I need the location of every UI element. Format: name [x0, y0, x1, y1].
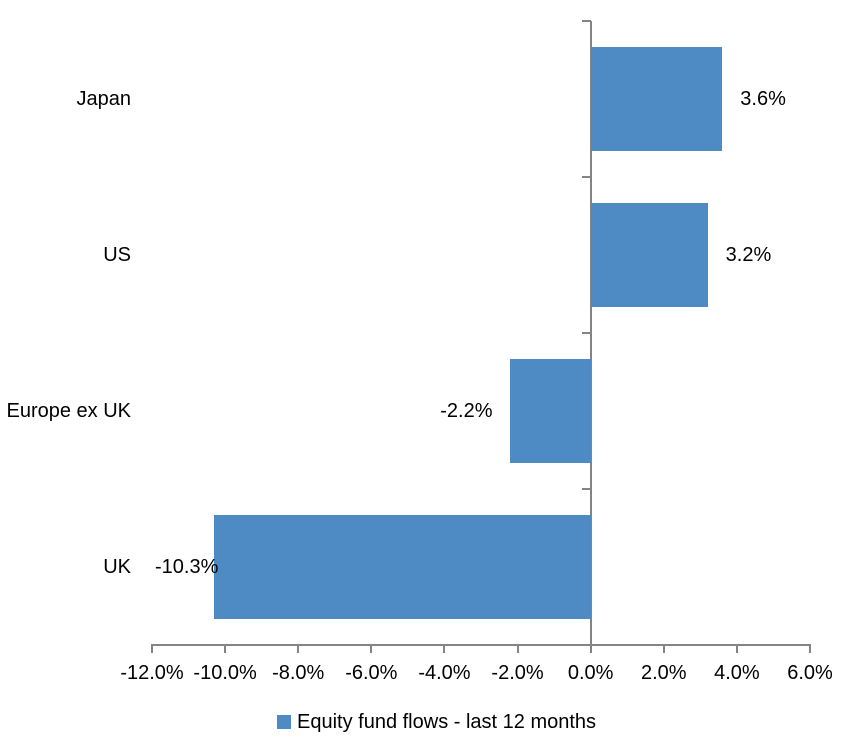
category-axis-tick: [581, 332, 591, 334]
x-tick-label: 4.0%: [714, 662, 760, 684]
bar-data-label: 3.6%: [740, 88, 786, 110]
x-tick-label: -6.0%: [345, 662, 398, 684]
x-axis-tick: [297, 645, 300, 653]
legend: Equity fund flows - last 12 months: [277, 711, 596, 733]
x-tick-label: -4.0%: [418, 662, 471, 684]
category-label: UK: [103, 556, 131, 578]
bar-japan: [590, 47, 723, 151]
x-axis-tick: [516, 645, 519, 653]
bar-europe-ex-uk: [510, 359, 591, 463]
x-tick-label: 0.0%: [567, 662, 614, 684]
x-axis-tick: [443, 645, 446, 653]
bar-us: [590, 203, 708, 307]
legend-label: Equity fund flows - last 12 months: [297, 711, 597, 733]
category-axis-tick: [581, 488, 591, 490]
x-axis-tick: [662, 645, 665, 653]
x-axis-line: [151, 644, 811, 646]
category-axis-tick: [581, 20, 591, 22]
x-tick-label: 2.0%: [640, 662, 687, 684]
x-tick-label: 6.0%: [787, 662, 833, 684]
category-label: Europe ex UK: [6, 400, 131, 422]
x-axis-tick: [589, 645, 592, 653]
bar-data-label: -10.3%: [155, 556, 219, 578]
legend-swatch-icon: [277, 715, 291, 729]
x-tick-label: -2.0%: [491, 662, 544, 684]
category-label: US: [103, 244, 131, 266]
x-tick-label: -12.0%: [120, 662, 184, 684]
bar-data-label: 3.2%: [725, 244, 772, 266]
x-axis-tick: [151, 645, 153, 653]
x-tick-label: -8.0%: [272, 662, 325, 684]
category-label: Japan: [76, 88, 132, 110]
x-tick-label: -10.0%: [193, 662, 257, 684]
category-axis-tick: [581, 176, 591, 178]
x-axis-tick: [224, 645, 227, 653]
bar-uk: [214, 515, 591, 619]
zero-axis-line: [589, 21, 592, 653]
x-axis-tick: [735, 645, 738, 653]
x-axis-tick: [370, 645, 373, 653]
bar-data-label: -2.2%: [440, 400, 493, 422]
x-axis-tick: [809, 645, 811, 653]
